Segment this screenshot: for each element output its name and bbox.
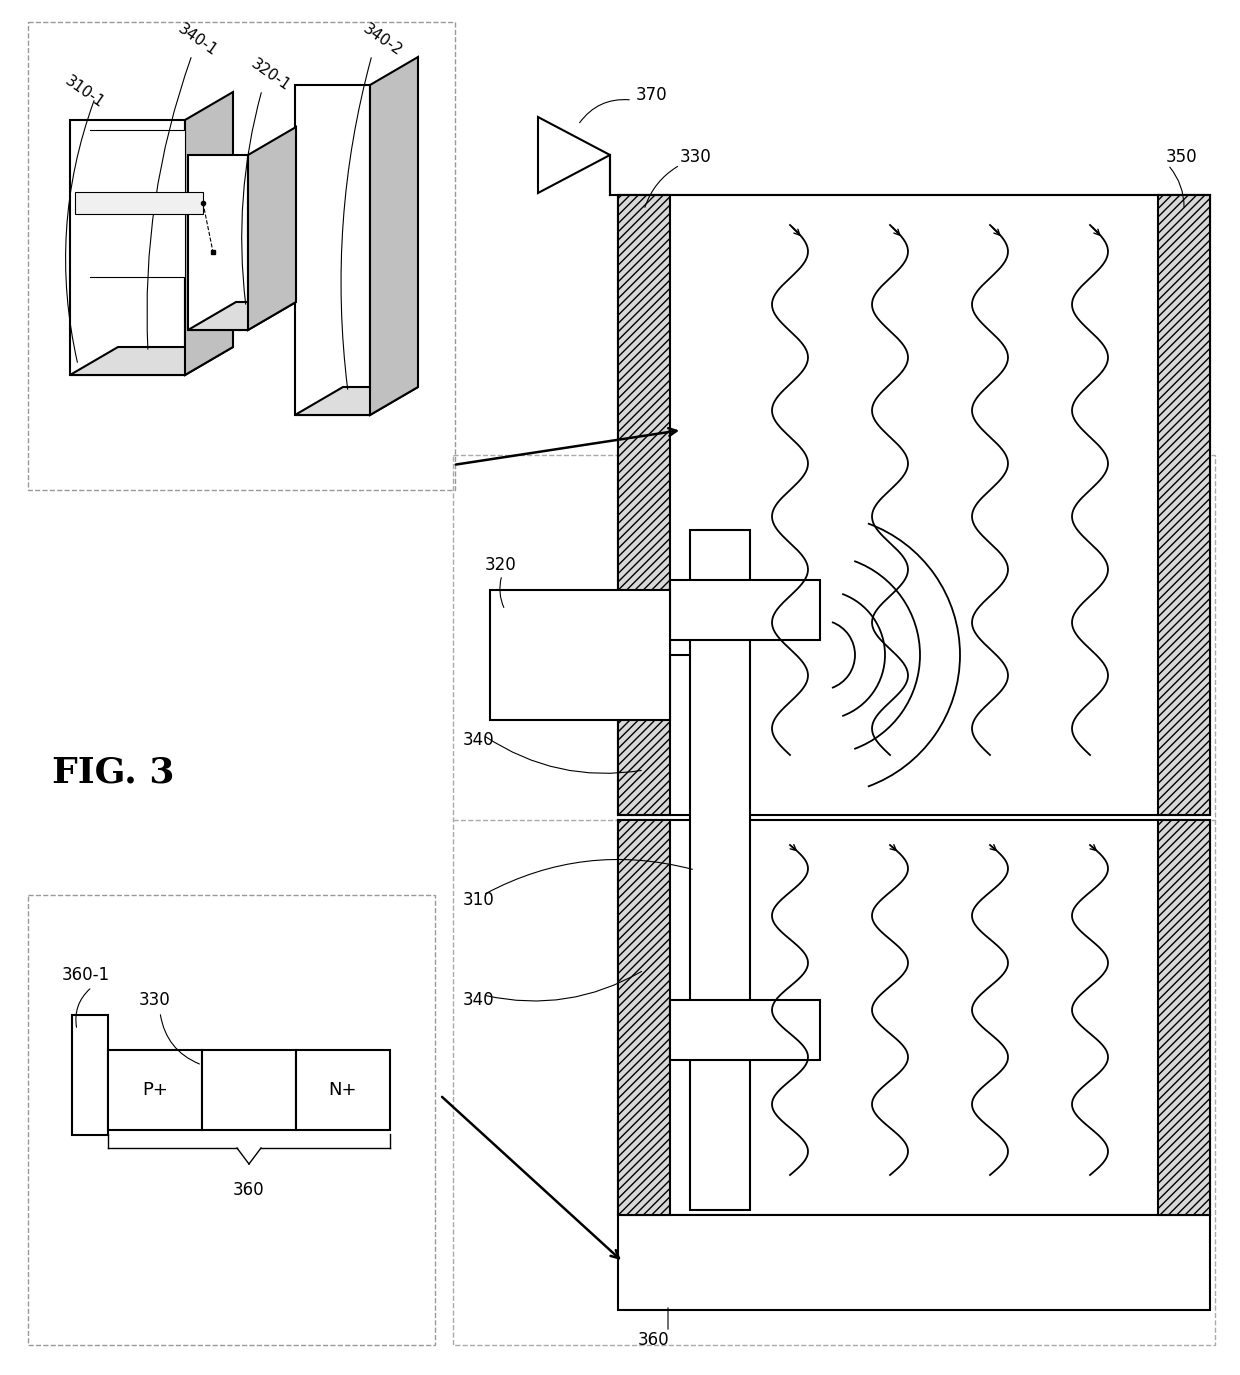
Polygon shape <box>74 193 203 214</box>
Text: P+: P+ <box>143 1081 167 1099</box>
Text: 320-1: 320-1 <box>248 56 293 94</box>
Polygon shape <box>185 92 233 375</box>
Bar <box>618 820 1210 1216</box>
Text: 360-1: 360-1 <box>62 967 110 984</box>
Bar <box>618 195 670 815</box>
Text: 360: 360 <box>233 1181 265 1199</box>
Polygon shape <box>188 302 296 330</box>
Polygon shape <box>295 386 418 415</box>
Bar <box>108 1050 202 1130</box>
Bar <box>202 1050 296 1130</box>
Text: 340: 340 <box>463 991 495 1009</box>
Polygon shape <box>69 120 185 375</box>
Bar <box>689 529 750 1210</box>
Text: 340-1: 340-1 <box>175 21 219 59</box>
Polygon shape <box>69 346 233 375</box>
Text: 310: 310 <box>463 891 495 909</box>
Bar <box>1158 820 1210 1216</box>
Text: 340-2: 340-2 <box>360 21 404 59</box>
Polygon shape <box>188 155 248 330</box>
Bar <box>72 1015 108 1134</box>
Bar <box>618 820 670 1216</box>
Text: 320: 320 <box>485 556 517 573</box>
Text: 340: 340 <box>463 732 495 749</box>
Text: 370: 370 <box>636 87 667 104</box>
Bar <box>670 1000 820 1060</box>
Polygon shape <box>370 56 418 415</box>
Text: 310-1: 310-1 <box>62 73 107 111</box>
Bar <box>670 580 820 639</box>
Text: 330: 330 <box>680 148 712 166</box>
Text: FIG. 3: FIG. 3 <box>52 755 175 789</box>
Bar <box>490 590 670 720</box>
Text: 360: 360 <box>639 1331 670 1349</box>
Polygon shape <box>91 131 185 276</box>
Text: 330: 330 <box>139 991 171 1009</box>
Polygon shape <box>248 126 296 330</box>
Bar <box>618 1216 1210 1310</box>
Polygon shape <box>29 895 435 1345</box>
Polygon shape <box>29 22 455 489</box>
Bar <box>618 195 1210 815</box>
Polygon shape <box>295 85 370 415</box>
Text: 350: 350 <box>1166 148 1198 166</box>
Bar <box>296 1050 391 1130</box>
Text: N+: N+ <box>329 1081 357 1099</box>
Bar <box>1158 195 1210 815</box>
